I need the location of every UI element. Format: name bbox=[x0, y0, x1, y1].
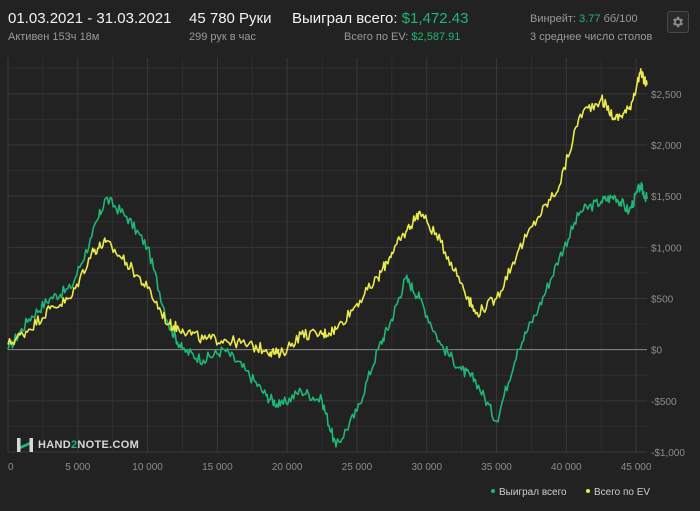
legend-ev[interactable]: Всего по EV bbox=[586, 487, 650, 498]
logo-text-2: 2 bbox=[70, 439, 78, 451]
legend-ev-marker bbox=[586, 489, 590, 494]
x-tick-label: 25 000 bbox=[342, 462, 373, 473]
legend-won-marker bbox=[491, 489, 495, 494]
ev-total-label: Всего по EV: bbox=[344, 31, 409, 43]
h2n-logo-icon bbox=[17, 438, 33, 452]
x-tick-label: 40 000 bbox=[551, 462, 582, 473]
winrate-value: 3.77 bbox=[579, 13, 601, 25]
y-tick-label: $2,500 bbox=[651, 90, 682, 101]
logo-text: HAND2NOTE.COM bbox=[38, 439, 139, 451]
y-tick-label: $2,000 bbox=[651, 141, 682, 152]
hand2note-logo: HAND2NOTE.COM bbox=[16, 437, 139, 453]
x-tick-label: 0 bbox=[8, 462, 14, 473]
won-total-label: Выиграл всего: bbox=[292, 10, 398, 27]
winrate-unit: бб/100 bbox=[603, 13, 638, 25]
hands-per-hour: 299 рук в час bbox=[189, 31, 257, 43]
legend-won-label: Выиграл всего bbox=[499, 487, 567, 498]
y-tick-label: $500 bbox=[651, 294, 674, 305]
y-tick-label: -$1,000 bbox=[651, 448, 685, 459]
x-tick-label: 30 000 bbox=[411, 462, 442, 473]
series-ev-line bbox=[7, 68, 648, 359]
hands-count: 45 780 Руки bbox=[189, 10, 272, 27]
x-tick-label: 20 000 bbox=[272, 462, 303, 473]
y-tick-label: -$500 bbox=[651, 397, 677, 408]
logo-text-1: HAND bbox=[38, 439, 71, 451]
y-tick-label: $1,500 bbox=[651, 192, 682, 203]
ev-total: Всего по EV: $2,587.91 bbox=[344, 31, 460, 43]
won-total-value: $1,472.43 bbox=[401, 10, 469, 27]
logo-text-3: NOTE.COM bbox=[77, 439, 140, 451]
stats-header: 01.03.2021 - 31.03.2021 Активен 153ч 18м… bbox=[0, 0, 700, 50]
x-tick-label: 15 000 bbox=[202, 462, 233, 473]
series-won-line bbox=[7, 181, 648, 448]
active-time: Активен 153ч 18м bbox=[8, 31, 100, 43]
date-range[interactable]: 01.03.2021 - 31.03.2021 bbox=[8, 10, 172, 27]
y-tick-label: $0 bbox=[651, 346, 663, 357]
winrate: Винрейт: 3.77 бб/100 bbox=[530, 13, 638, 25]
ev-total-value: $2,587.91 bbox=[411, 31, 461, 43]
gear-icon bbox=[672, 16, 684, 28]
legend-won[interactable]: Выиграл всего bbox=[491, 487, 567, 498]
legend-ev-label: Всего по EV bbox=[594, 487, 651, 498]
y-tick-label: $1,000 bbox=[651, 243, 682, 254]
x-tick-label: 35 000 bbox=[481, 462, 512, 473]
settings-button[interactable] bbox=[667, 11, 689, 33]
x-tick-label: 10 000 bbox=[132, 462, 163, 473]
x-tick-label: 5 000 bbox=[65, 462, 90, 473]
winrate-label: Винрейт: bbox=[530, 13, 577, 25]
x-tick-label: 45 000 bbox=[621, 462, 652, 473]
won-total: Выиграл всего: $1,472.43 bbox=[292, 10, 468, 27]
avg-tables: 3 среднее число столов bbox=[530, 31, 653, 43]
